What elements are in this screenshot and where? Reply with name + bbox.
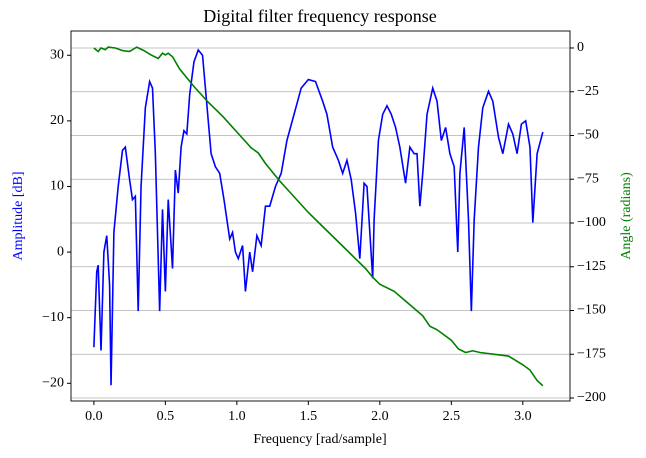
series-line [93,46,544,387]
y-tick-label: 0 [57,244,64,259]
y2-tick-label: −200 [577,390,606,405]
series-line [93,48,544,386]
x-tick-label: 1.0 [228,409,246,424]
y2-axis-label: Angle (radians) [619,172,634,260]
y2-tick-label: −125 [577,259,606,274]
y2-tick-label: −75 [577,171,599,186]
plot-frame [70,30,571,402]
y-tick-label: 20 [50,113,64,128]
y2-tick-label: −50 [577,128,599,143]
y2-tick-label: −150 [577,303,606,318]
y-tick-label: 10 [50,179,64,194]
x-tick-label: 2.5 [443,409,461,424]
y-axis-label: Amplitude [dB] [11,171,26,260]
y-tick-label: −20 [42,376,64,391]
y2-tick-label: 0 [577,40,584,55]
x-tick-label: 3.0 [514,409,532,424]
y-tick-label: 30 [50,47,64,62]
x-tick-label: 0.0 [85,409,103,424]
chart-title: Digital filter frequency response [203,6,436,26]
y-tick-label: −10 [42,310,64,325]
x-tick-label: 2.0 [371,409,389,424]
x-tick-label: 1.5 [300,409,318,424]
y2-tick-label: −25 [577,84,599,99]
x-tick-label: 0.5 [157,409,175,424]
y2-tick-label: −100 [577,215,606,230]
y2-tick-label: −175 [577,346,606,361]
x-axis-label: Frequency [rad/sample] [253,432,386,447]
